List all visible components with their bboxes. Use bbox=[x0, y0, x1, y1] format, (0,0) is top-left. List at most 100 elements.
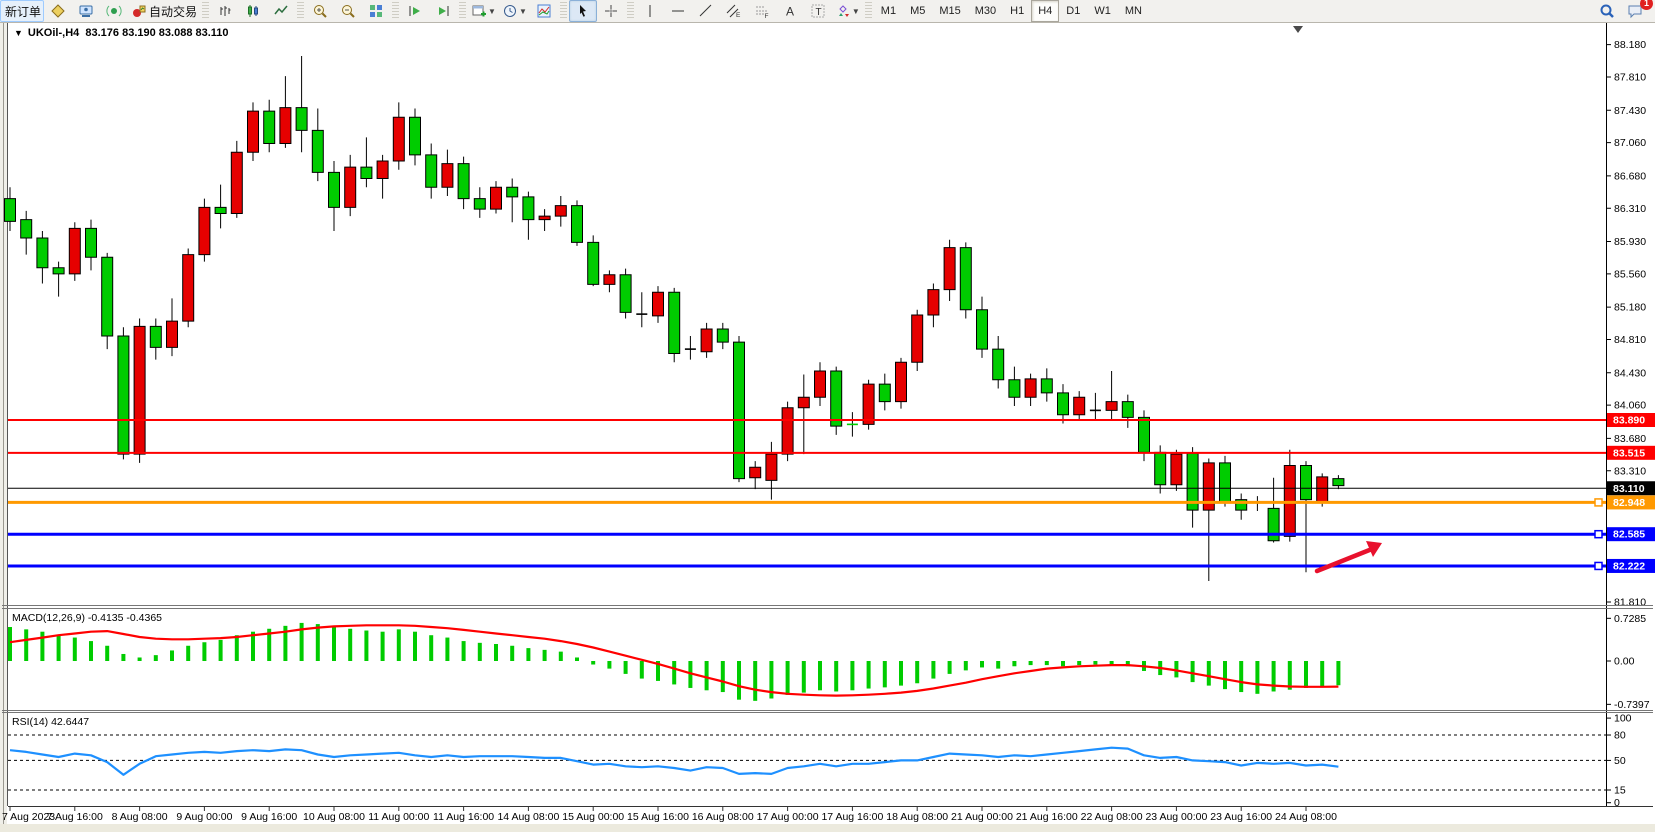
svg-text:A: A bbox=[786, 5, 794, 19]
rsi-indicator-label: RSI(14) 42.6447 bbox=[12, 716, 90, 728]
price-tick-label: 86.310 bbox=[1614, 203, 1646, 215]
price-tick-label: 87.810 bbox=[1614, 72, 1646, 84]
time-axis-label: 22 Aug 08:00 bbox=[1081, 811, 1143, 823]
price-label-82.948 bbox=[1607, 495, 1655, 510]
toolbar-separator bbox=[459, 2, 467, 20]
bar-chart-button[interactable] bbox=[211, 0, 239, 22]
timeframe-mn-button[interactable]: MN bbox=[1124, 5, 1142, 17]
fibonacci-button[interactable]: F bbox=[748, 0, 776, 22]
svg-text:83.515: 83.515 bbox=[1613, 447, 1645, 459]
tile-windows-button[interactable] bbox=[362, 0, 390, 22]
client-terminal-icon[interactable] bbox=[72, 0, 100, 22]
order-diamond-icon[interactable] bbox=[44, 0, 72, 22]
chat-button[interactable]: 1 bbox=[1621, 0, 1653, 22]
bars-icon bbox=[220, 6, 231, 16]
text-button[interactable]: A bbox=[776, 0, 804, 22]
chat-notification-badge: 1 bbox=[1640, 0, 1653, 10]
line-chart-button[interactable] bbox=[267, 0, 295, 22]
auto-scroll-button[interactable] bbox=[401, 0, 429, 22]
timeframe-m15-button[interactable]: M15 bbox=[939, 5, 961, 17]
candles-layer[interactable] bbox=[4, 56, 1345, 581]
zoom-out-button[interactable] bbox=[334, 0, 362, 22]
zoom-in-button[interactable] bbox=[306, 0, 334, 22]
timeframe-w1-button[interactable]: W1 bbox=[1094, 5, 1111, 17]
toolbar-separator bbox=[626, 2, 634, 20]
tline-icon bbox=[699, 4, 712, 17]
horizontal-line-button[interactable] bbox=[664, 0, 692, 22]
time-axis-label: 7 Aug 16:00 bbox=[47, 811, 103, 823]
chevron-down-icon[interactable]: ▼ bbox=[851, 6, 860, 16]
price-tick-label: 87.430 bbox=[1614, 105, 1646, 117]
text-label-button[interactable]: T bbox=[804, 0, 832, 22]
chart-shift-button[interactable] bbox=[429, 0, 457, 22]
search-button[interactable] bbox=[1593, 0, 1621, 22]
textA-icon: A bbox=[786, 5, 794, 19]
cursor-button[interactable] bbox=[568, 0, 597, 22]
toolbar-separator bbox=[202, 2, 210, 20]
autotrade-button[interactable]: 自动交易 bbox=[128, 0, 200, 22]
channel-icon: E bbox=[726, 4, 741, 19]
chart-symbol-title[interactable]: ▼ UKOil-,H4 83.176 83.190 83.088 83.110 bbox=[14, 27, 229, 39]
timeframe-m30-button[interactable]: M30 bbox=[974, 5, 997, 17]
toolbar-separator bbox=[297, 2, 305, 20]
trend-arrow-head bbox=[1366, 541, 1382, 557]
chart-shift-marker[interactable] bbox=[1293, 26, 1303, 33]
timeframe-m1-button[interactable]: M1 bbox=[880, 5, 897, 17]
chart-symbol-text: UKOil-,H4 bbox=[27, 27, 80, 39]
equidistant-channel-button[interactable]: E bbox=[720, 0, 748, 22]
svg-text:E: E bbox=[736, 12, 741, 19]
price-tick-label: 85.930 bbox=[1614, 236, 1646, 248]
clock-icon bbox=[503, 5, 516, 17]
trend-arrow-annotation[interactable] bbox=[1314, 546, 1375, 574]
chart-title-dropdown-icon[interactable]: ▼ bbox=[14, 28, 23, 38]
hline-handle[interactable] bbox=[1594, 498, 1603, 507]
horizontal-lines-layer[interactable] bbox=[8, 419, 1606, 571]
timeframe-d1-button[interactable]: D1 bbox=[1066, 5, 1081, 17]
price-tick-label: 84.810 bbox=[1614, 334, 1646, 346]
price-axis[interactable]: 88.180 87.810 87.430 87.060 86.680 86.310 85.9… bbox=[1606, 23, 1655, 806]
macd-panel[interactable]: 0.7285 0.00 -0.7397 bbox=[8, 613, 1650, 711]
autoscroll-icon bbox=[409, 6, 421, 16]
vline-icon bbox=[649, 5, 651, 17]
time-axis-label: 18 Aug 08:00 bbox=[886, 811, 948, 823]
hline-handle[interactable] bbox=[1594, 529, 1603, 539]
rsi-panel[interactable]: 100 80 50 150 bbox=[8, 713, 1632, 810]
timeframe-h4-button[interactable]: H4 bbox=[1031, 0, 1060, 22]
hline-icon bbox=[671, 10, 684, 12]
macd-axis-label: -0.7397 bbox=[1614, 699, 1650, 711]
time-axis-label: 16 Aug 08:00 bbox=[692, 811, 754, 823]
macd-indicator-label: MACD(12,26,9) -0.4135 -0.4365 bbox=[12, 612, 162, 624]
time-axis-label: 11 Aug 16:00 bbox=[433, 811, 494, 823]
zoomout-icon bbox=[342, 5, 355, 18]
timeframe-h1-button[interactable]: H1 bbox=[1010, 5, 1025, 17]
vertical-line-button[interactable] bbox=[636, 0, 664, 22]
time-axis-label: 11 Aug 00:00 bbox=[368, 811, 429, 823]
trendline-button[interactable] bbox=[692, 0, 720, 22]
price-label-83.890 bbox=[1607, 413, 1655, 427]
price-label-83.110 bbox=[1607, 481, 1655, 496]
time-axis-label: 10 Aug 08:00 bbox=[303, 811, 365, 823]
signals-icon[interactable] bbox=[100, 0, 128, 22]
chevron-down-icon[interactable]: ▼ bbox=[518, 6, 527, 16]
chevron-down-icon[interactable]: ▼ bbox=[488, 6, 496, 16]
crosshair-button[interactable] bbox=[597, 0, 625, 22]
cursor-icon bbox=[579, 5, 586, 17]
svg-text:82.222: 82.222 bbox=[1613, 560, 1645, 572]
time-axis-label: 24 Aug 08:00 bbox=[1275, 811, 1337, 823]
rsi-axis-label: 80 bbox=[1614, 730, 1626, 742]
candlestick-chart-button[interactable] bbox=[239, 0, 267, 22]
arrows-button[interactable]: ▼ bbox=[832, 0, 863, 22]
timeframe-m5-button[interactable]: M5 bbox=[910, 5, 926, 17]
new-order-button[interactable]: 新订单 bbox=[0, 0, 45, 22]
hline-handle[interactable] bbox=[1594, 561, 1603, 571]
periods-button[interactable]: ▼ bbox=[499, 0, 530, 22]
time-axis-label: 15 Aug 00:00 bbox=[562, 811, 624, 823]
crosshair-icon bbox=[604, 5, 617, 17]
price-label-82.585 bbox=[1607, 527, 1655, 542]
svg-text:82.585: 82.585 bbox=[1613, 529, 1645, 541]
new-chart-button[interactable]: ▼ bbox=[468, 0, 499, 22]
templates-button[interactable] bbox=[530, 0, 558, 22]
shapes-icon bbox=[838, 5, 849, 17]
